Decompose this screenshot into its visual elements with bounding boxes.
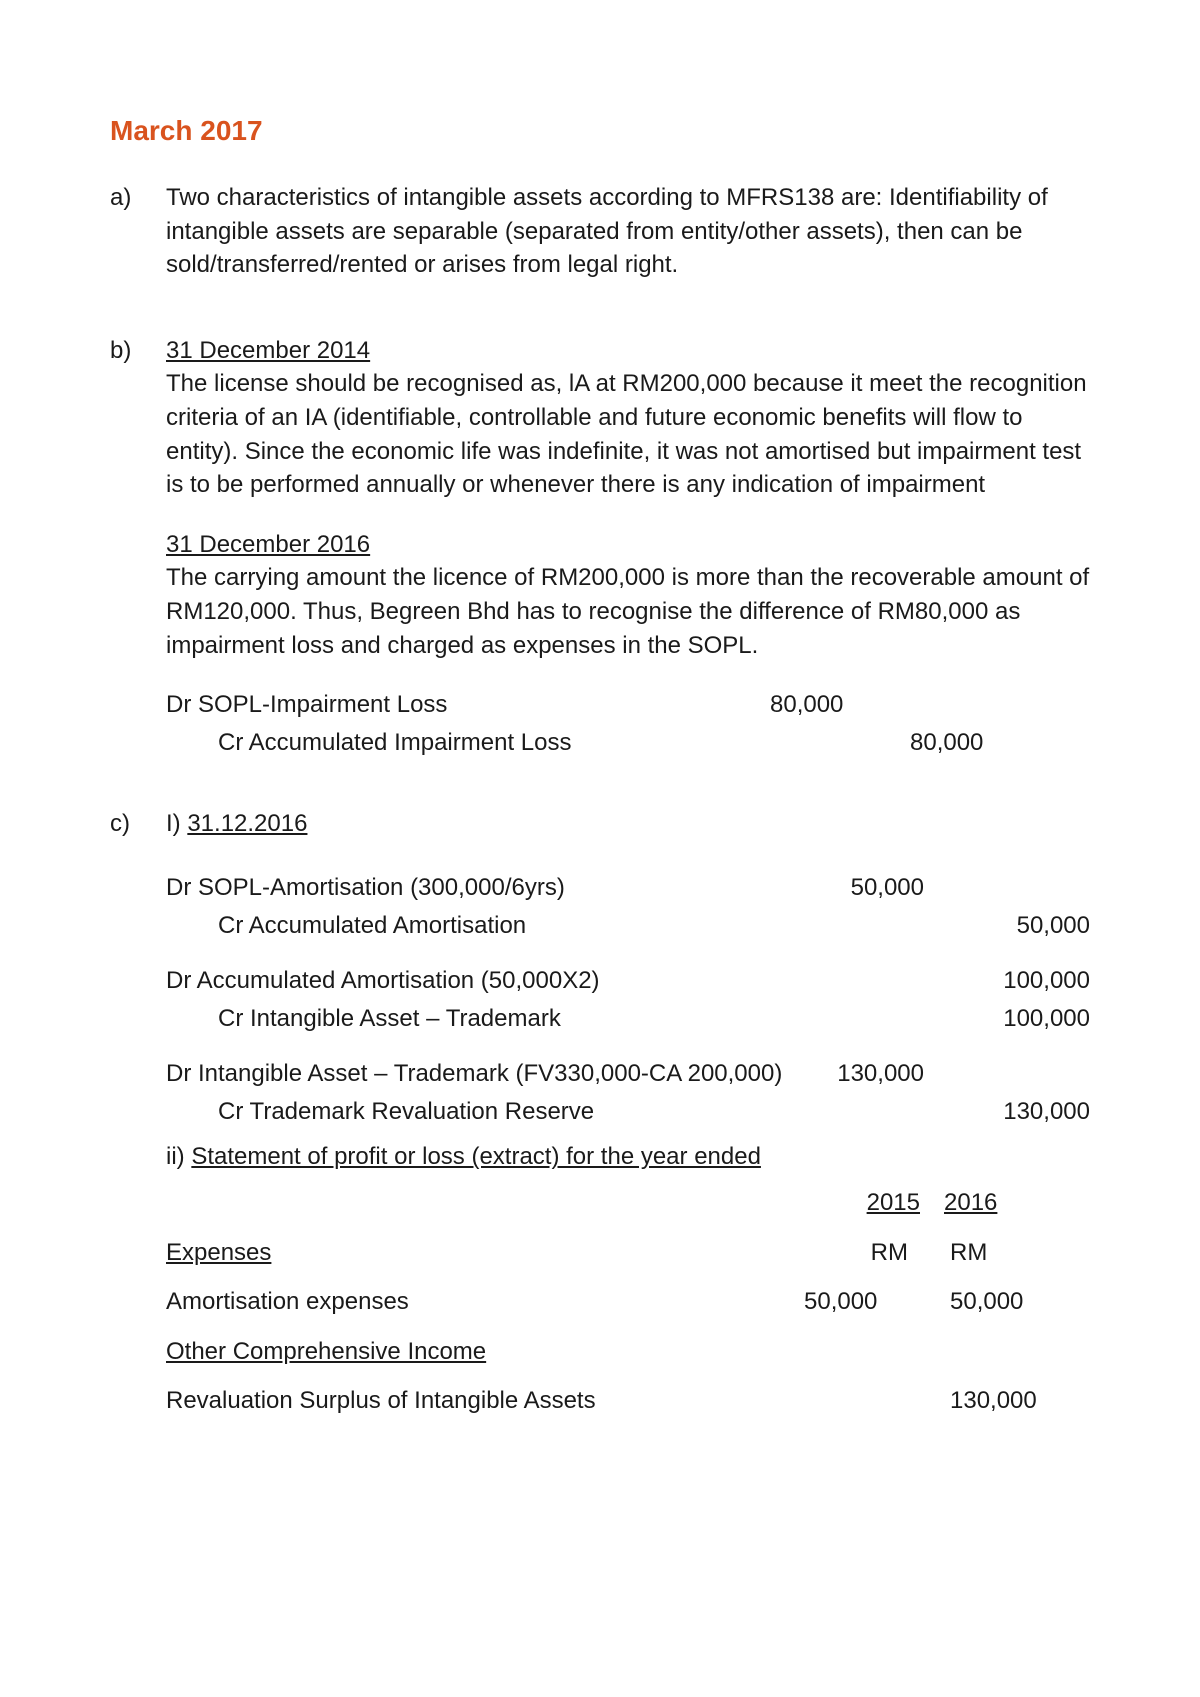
journal-amount-cr: 80,000 (910, 726, 1050, 760)
sopl-oci-row: Other Comprehensive Income (166, 1335, 1090, 1369)
sopl-expenses-row: Expenses RM RM (166, 1236, 1090, 1270)
journal-row-dr: Dr SOPL-Amortisation (300,000/6yrs) 50,0… (166, 871, 1090, 905)
item-marker: a) (110, 181, 166, 308)
sopl-heading-prefix: ii) (166, 1143, 191, 1170)
journal-row-dr: Dr Intangible Asset – Trademark (FV330,0… (166, 1057, 1090, 1091)
journal-amount-cr: 130,000 (950, 1095, 1090, 1129)
spacer (950, 1335, 1090, 1369)
journal-empty (950, 871, 1090, 905)
journal-row-cr: Cr Accumulated Impairment Loss 80,000 (166, 726, 1090, 760)
subheading-prefix: I) (166, 810, 187, 837)
journal-label: Cr Trademark Revaluation Reserve (166, 1095, 810, 1129)
page: March 2017 a) Two characteristics of int… (0, 0, 1200, 1548)
journal-empty (810, 1002, 950, 1036)
journal-row-cr: Cr Accumulated Amortisation 50,000 (166, 909, 1090, 943)
journal-empty (810, 909, 950, 943)
sopl-amort-row: Amortisation expenses 50,000 50,000 (166, 1285, 1090, 1319)
sopl-heading: ii) Statement of profit or loss (extract… (166, 1140, 1090, 1174)
sopl-value: 50,000 (944, 1285, 1090, 1319)
item-content: I) 31.12.2016 Dr SOPL-Amortisation (300,… (166, 807, 1090, 1422)
sopl-year-row: 2015 2016 (166, 1186, 1090, 1220)
journal-row-dr: Dr SOPL-Impairment Loss 80,000 (166, 688, 1090, 722)
currency-label: RM (926, 1236, 1090, 1270)
sopl-expenses-label: Expenses (166, 1236, 768, 1270)
sopl-value: 50,000 (804, 1285, 944, 1319)
year-header: 2015 (780, 1186, 938, 1220)
journal-empty (910, 688, 1050, 722)
sopl-line-label: Revaluation Surplus of Intangible Assets (166, 1384, 804, 1418)
item-marker: c) (110, 807, 166, 1422)
subheading: 31 December 2016 The carrying amount the… (166, 528, 1090, 662)
ordered-list: a) Two characteristics of intangible ass… (110, 181, 1090, 1422)
list-item-b: b) 31 December 2014 The license should b… (110, 334, 1090, 764)
currency-label: RM (768, 1236, 926, 1270)
journal-label: Cr Accumulated Amortisation (166, 909, 810, 943)
sopl-line-label: Amortisation expenses (166, 1285, 804, 1319)
sopl-reval-row: Revaluation Surplus of Intangible Assets… (166, 1384, 1090, 1418)
item-content: Two characteristics of intangible assets… (166, 181, 1090, 308)
journal-label: Dr Accumulated Amortisation (50,000X2) (166, 964, 810, 998)
journal-empty (950, 1057, 1090, 1091)
subheading: 31 December 2014 The license should be r… (166, 334, 1090, 502)
spacer (166, 1186, 780, 1220)
subheading: I) 31.12.2016 (166, 807, 1090, 841)
sopl-value: 130,000 (944, 1384, 1090, 1418)
list-item-a: a) Two characteristics of intangible ass… (110, 181, 1090, 308)
journal-amount-dr: 50,000 (784, 871, 950, 905)
spacer (804, 1384, 944, 1418)
journal-amount-dr: 130,000 (784, 1057, 950, 1091)
paragraph: The carrying amount the licence of RM200… (166, 564, 1089, 658)
journal-row-cr: Cr Intangible Asset – Trademark 100,000 (166, 1002, 1090, 1036)
item-content: 31 December 2014 The license should be r… (166, 334, 1090, 764)
subheading-text: 31.12.2016 (187, 810, 307, 837)
journal-label: Dr SOPL-Impairment Loss (166, 688, 770, 722)
paragraph: The license should be recognised as, lA … (166, 370, 1087, 498)
subheading-text: 31 December 2016 (166, 531, 370, 558)
journal-label: Cr Intangible Asset – Trademark (166, 1002, 810, 1036)
journal-row-cr: Cr Trademark Revaluation Reserve 130,000 (166, 1095, 1090, 1129)
journal-amount-dr: 100,000 (950, 964, 1090, 998)
list-item-c: c) I) 31.12.2016 Dr SOPL-Amortisation (3… (110, 807, 1090, 1422)
journal-empty (770, 726, 910, 760)
item-marker: b) (110, 334, 166, 764)
paragraph: Two characteristics of intangible assets… (166, 181, 1090, 282)
year-header: 2016 (938, 1186, 1090, 1220)
spacer (810, 1335, 950, 1369)
sopl-oci-label: Other Comprehensive Income (166, 1335, 810, 1369)
journal-label: Dr Intangible Asset – Trademark (FV330,0… (166, 1057, 784, 1091)
journal-row-dr: Dr Accumulated Amortisation (50,000X2) 1… (166, 964, 1090, 998)
journal-amount-cr: 100,000 (950, 1002, 1090, 1036)
journal-amount-cr: 50,000 (950, 909, 1090, 943)
journal-empty (810, 1095, 950, 1129)
journal-empty (810, 964, 950, 998)
journal-label: Cr Accumulated Impairment Loss (166, 726, 770, 760)
subheading-text: 31 December 2014 (166, 337, 370, 364)
page-title: March 2017 (110, 115, 1090, 147)
sopl-heading-text: Statement of profit or loss (extract) fo… (191, 1143, 761, 1170)
journal-label: Dr SOPL-Amortisation (300,000/6yrs) (166, 871, 784, 905)
journal-amount-dr: 80,000 (770, 688, 910, 722)
